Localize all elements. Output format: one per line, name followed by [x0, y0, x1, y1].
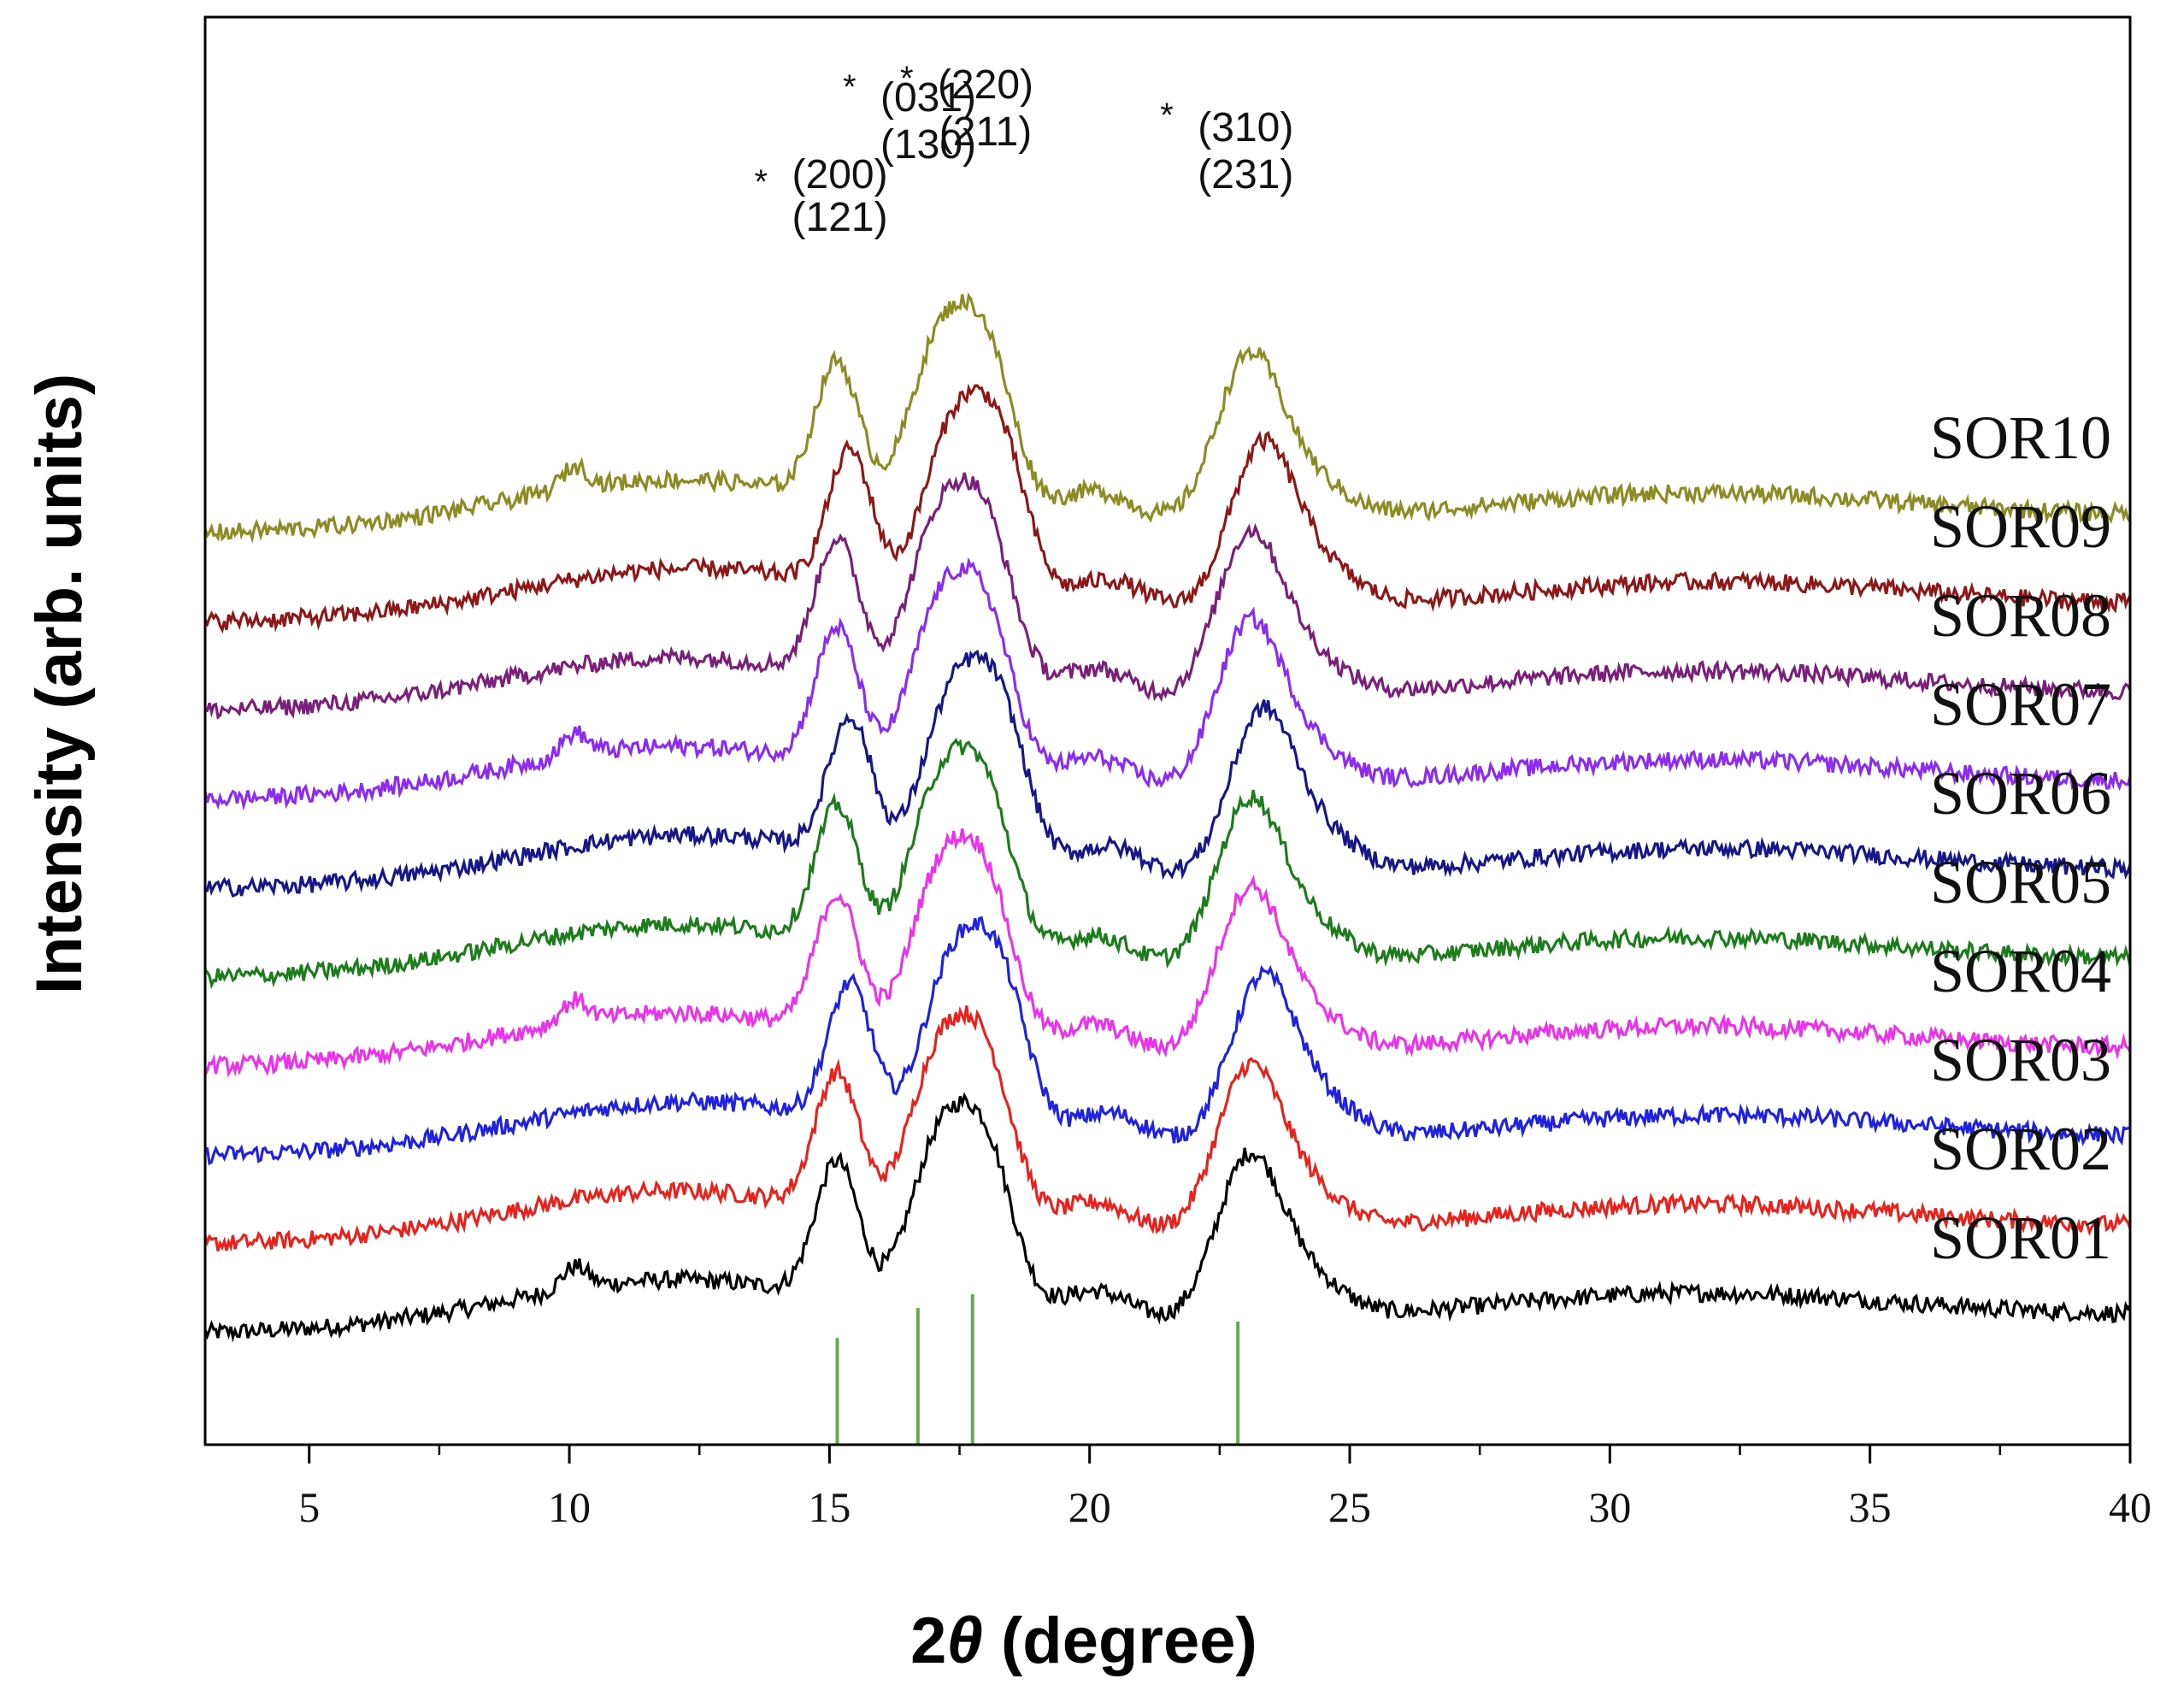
peak-star: *: [1160, 97, 1174, 134]
series-line-sor06: [204, 649, 2132, 898]
x-tick-label: 35: [1849, 1483, 1892, 1531]
peak-label-line2: (231): [1198, 152, 1293, 197]
series-line-sor09: [203, 383, 2132, 634]
plot-frame: [203, 15, 2132, 1446]
series-label-sor05: SOR05: [1930, 848, 2111, 916]
peak-star: *: [755, 163, 768, 201]
series-line-sor07: [203, 557, 2132, 811]
series-line-sor03: [204, 916, 2131, 1166]
x-tick-label: 10: [548, 1483, 591, 1531]
reference-lines-group: [835, 1294, 1240, 1445]
peak-label-line1: (310): [1198, 105, 1293, 150]
series-label-sor03: SOR03: [1930, 1026, 2111, 1094]
peak-star: *: [900, 60, 914, 97]
x-tick-label: 15: [808, 1483, 851, 1531]
series-line-sor04: [203, 828, 2132, 1078]
peak-star: *: [843, 68, 856, 106]
peak-label-line1: (200): [792, 152, 888, 197]
x-tick-label: 5: [298, 1483, 320, 1531]
peak-label-line2: (121): [792, 195, 888, 240]
series-label-sor06: SOR06: [1930, 759, 2111, 827]
series-label-sor10: SOR10: [1930, 403, 2111, 472]
x-axis-title: 2θ (degree): [910, 1605, 1257, 1677]
x-tick-label: 30: [1588, 1483, 1631, 1531]
series-line-sor10: [203, 292, 2132, 544]
series-group: [203, 292, 2132, 1343]
y-axis-title: Intensity (arb. units): [23, 374, 96, 994]
series-line-sor01: [203, 1092, 2132, 1343]
peak-label-line2: (130): [880, 122, 976, 168]
x-tick-label: 20: [1068, 1483, 1111, 1531]
series-line-sor08: [204, 472, 2132, 720]
series-line-sor02: [203, 1005, 2132, 1252]
x-tick-label: 40: [2109, 1483, 2151, 1531]
series-label-sor08: SOR08: [1930, 581, 2111, 650]
series-line-sor05: [203, 738, 2132, 990]
x-tick-label: 25: [1328, 1483, 1371, 1531]
series-label-sor01: SOR01: [1930, 1204, 2111, 1272]
peak-label-line1: (220): [938, 62, 1033, 108]
labels-group: SOR01 SOR02 SOR03 SOR04 SOR05 SOR06 SOR07 SOR08…: [755, 60, 2111, 1272]
peak-label-line1: (031): [880, 75, 976, 121]
peak-label-line2: (211): [939, 109, 1033, 155]
axes-group: 5 10 15 20 25 30 35 40: [203, 15, 2151, 1531]
series-label-sor04: SOR04: [1930, 937, 2111, 1005]
series-label-sor02: SOR02: [1930, 1115, 2111, 1183]
series-label-sor07: SOR07: [1930, 670, 2111, 739]
series-label-sor09: SOR09: [1930, 492, 2111, 561]
